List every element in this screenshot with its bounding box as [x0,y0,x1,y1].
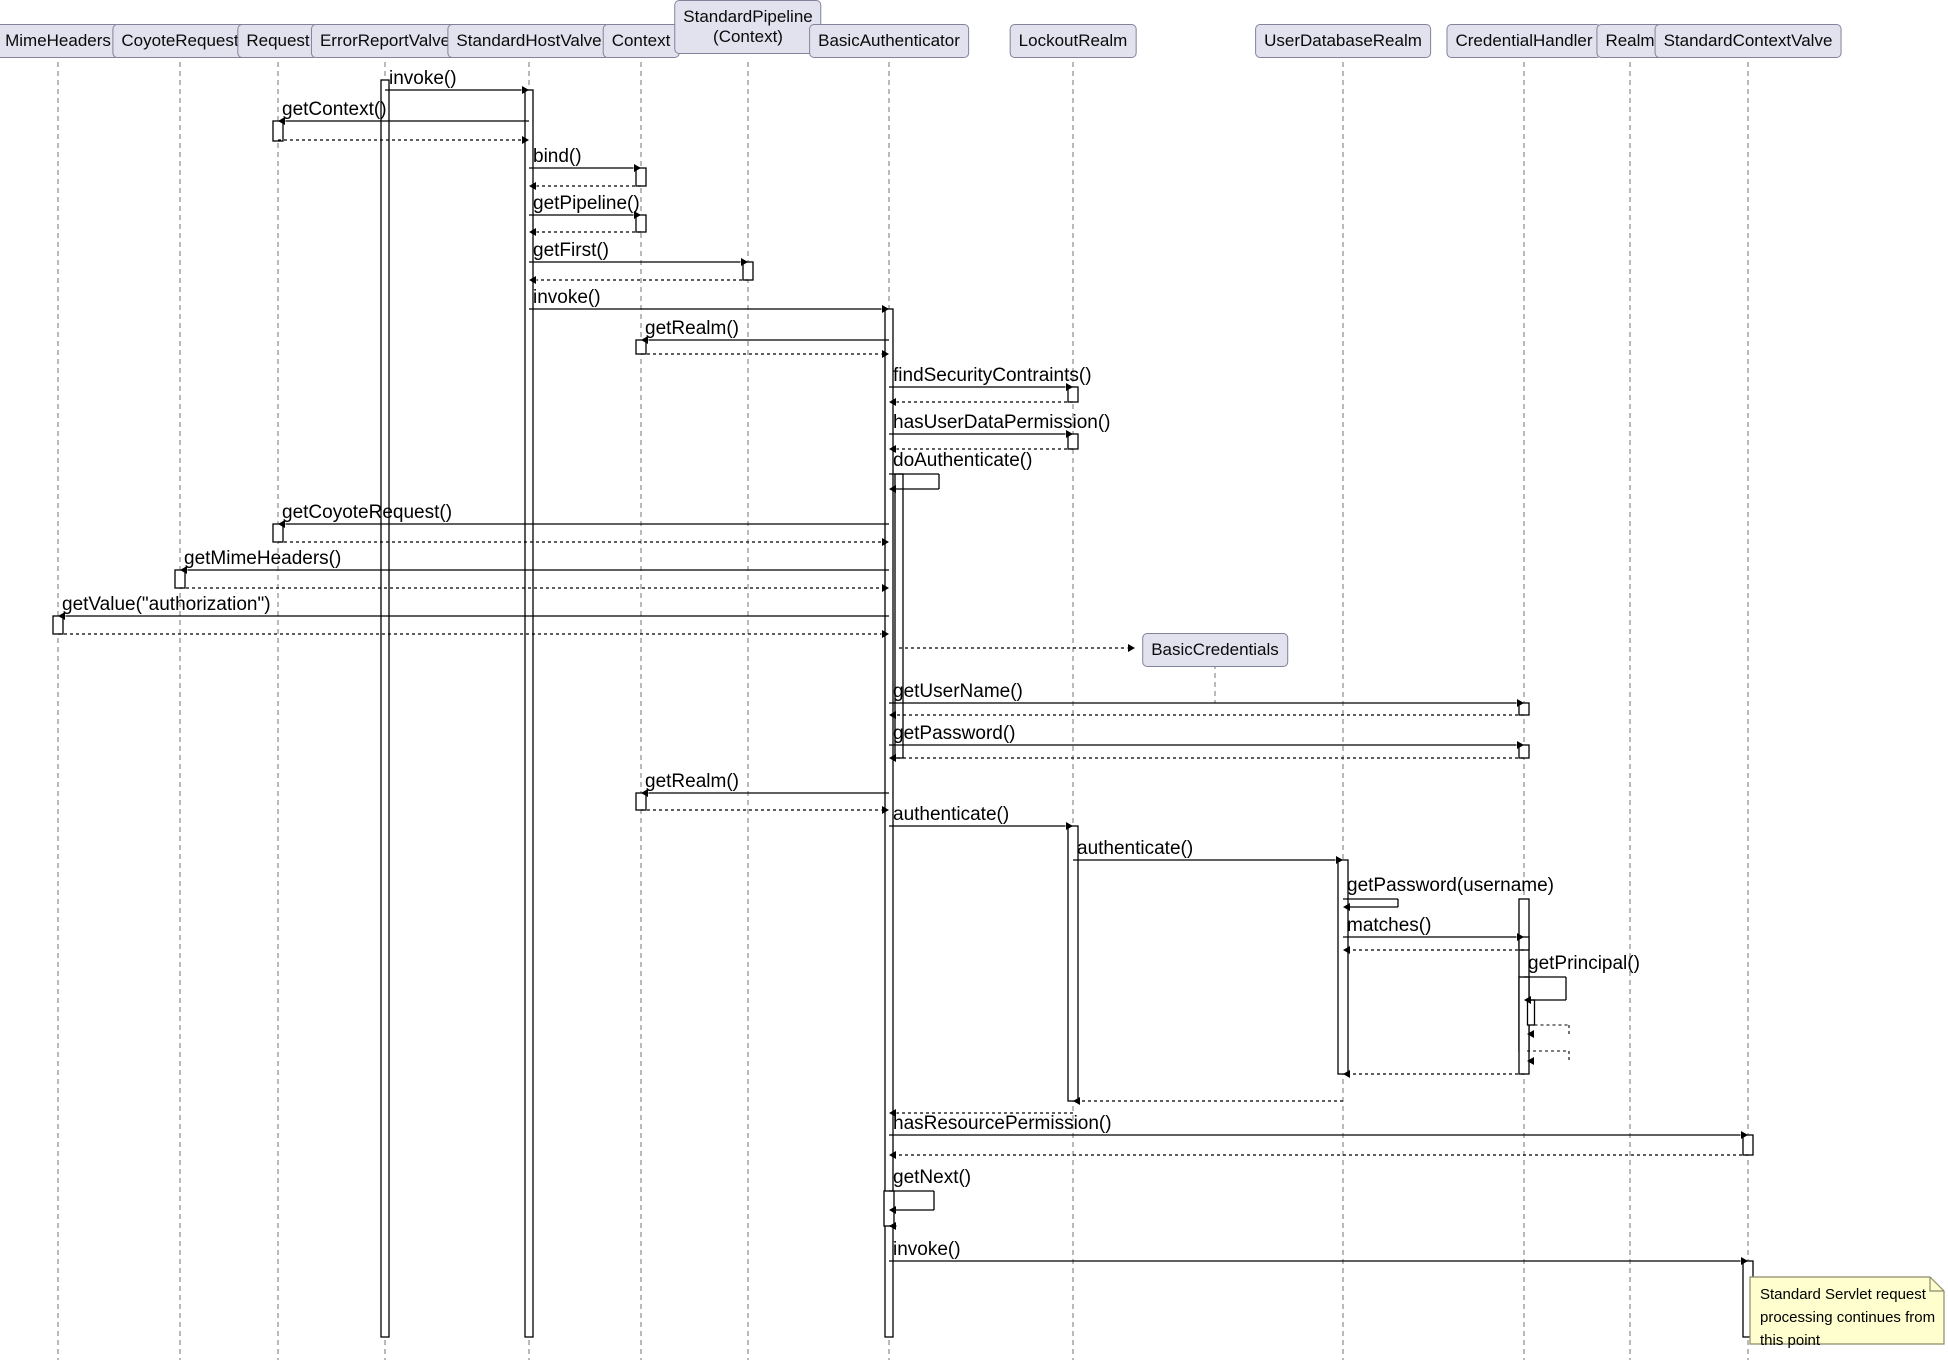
svg-text:authenticate(): authenticate() [893,804,1009,825]
svg-text:processing continues from: processing continues from [1760,1309,1935,1326]
svg-text:findSecurityContraints(): findSecurityContraints() [893,365,1092,386]
svg-text:getFirst(): getFirst() [533,240,609,261]
svg-text:invoke(): invoke() [893,1239,961,1260]
svg-text:getPrincipal(): getPrincipal() [1528,953,1640,974]
svg-text:getNext(): getNext() [893,1167,971,1188]
svg-text:invoke(): invoke() [389,68,457,89]
svg-text:getPassword(username): getPassword(username) [1347,875,1554,896]
svg-text:matches(): matches() [1347,915,1431,936]
svg-text:getCoyoteRequest(): getCoyoteRequest() [282,502,452,523]
svg-text:getValue("authorization"): getValue("authorization") [62,594,271,615]
svg-text:hasUserDataPermission(): hasUserDataPermission() [893,412,1111,433]
svg-text:getPipeline(): getPipeline() [533,193,640,214]
svg-text:doAuthenticate(): doAuthenticate() [893,450,1032,471]
svg-text:getRealm(): getRealm() [645,318,739,339]
svg-text:invoke(): invoke() [533,287,601,308]
svg-text:hasResourcePermission(): hasResourcePermission() [893,1113,1112,1134]
svg-text:getUserName(): getUserName() [893,681,1023,702]
svg-text:Standard Servlet request: Standard Servlet request [1760,1286,1927,1303]
svg-text:getMimeHeaders(): getMimeHeaders() [184,548,341,569]
svg-text:getPassword(): getPassword() [893,723,1016,744]
svg-text:bind(): bind() [533,146,582,167]
svg-text:getContext(): getContext() [282,99,387,120]
svg-text:getRealm(): getRealm() [645,771,739,792]
svg-text:authenticate(): authenticate() [1077,838,1193,859]
svg-text:this point: this point [1760,1332,1821,1349]
